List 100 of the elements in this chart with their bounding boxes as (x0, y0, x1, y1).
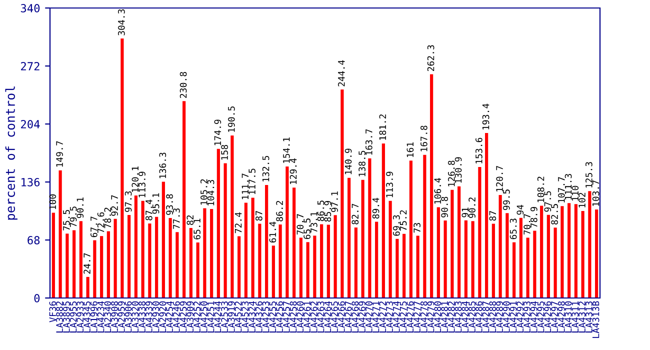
bar (348, 178, 351, 298)
x-tick-label: LA2955 (70, 302, 77, 332)
bar (320, 224, 324, 298)
x-tick-label: LA4269 (358, 301, 366, 332)
data-label: 24.7 (84, 253, 90, 274)
bar (216, 148, 220, 298)
data-label: 107.7 (558, 177, 565, 202)
data-label: 70.7 (524, 214, 530, 235)
bar (533, 230, 536, 298)
x-tick-label: LA4291 (510, 301, 517, 332)
data-label: 153.6 (476, 138, 482, 164)
bar (326, 224, 330, 298)
y-tick-label: 68 (28, 236, 40, 244)
x-tick-label: LA4339 (146, 301, 152, 332)
data-label: 87.4 (146, 200, 152, 220)
x-tick-label: LA1996 (90, 301, 98, 332)
data-label: 91 (462, 208, 469, 218)
bar (512, 242, 516, 298)
bar (464, 220, 468, 298)
bar (540, 206, 544, 298)
bar (506, 213, 509, 298)
x-tick-label: LA3909 (186, 301, 194, 332)
data-label: 87 (256, 211, 262, 221)
data-label: 163.7 (366, 129, 372, 155)
data-label: 65.5 (304, 218, 310, 239)
bar (244, 202, 248, 298)
x-tick-label: LA4310 (564, 301, 572, 332)
data-label: 100 (49, 194, 56, 210)
bar (100, 236, 104, 298)
bar (148, 223, 152, 298)
bar (196, 242, 200, 298)
x-tick-label: LA4251 (207, 301, 214, 332)
x-tick-label: LA4253 (262, 301, 270, 332)
x-tick-label: LA4287 (482, 301, 490, 332)
data-label: 77.3 (173, 208, 180, 229)
x-tick-label: LA4270 (366, 301, 372, 332)
bar (210, 209, 214, 298)
bar (86, 276, 90, 298)
data-label: 97.3 (124, 191, 132, 212)
data-label: 82.5 (551, 204, 558, 224)
data-label: 90.8 (441, 196, 448, 218)
bar (560, 206, 564, 298)
x-tick-label: LA4281 (441, 301, 448, 332)
data-label: 190.5 (228, 106, 235, 132)
x-tick-label: LA2340 (104, 301, 112, 332)
bar (409, 160, 412, 298)
bar (203, 208, 206, 298)
x-tick-label: LA4275 (400, 302, 407, 332)
data-label: 130.9 (454, 157, 462, 183)
data-label: 89.4 (372, 198, 380, 219)
x-tick-label: LA4290 (503, 301, 510, 332)
data-label: 230.8 (180, 72, 187, 98)
bar (120, 38, 124, 298)
x-tick-label: LA4295 (537, 302, 544, 332)
y-tick-label: 204 (21, 120, 40, 128)
data-label: 105.2 (200, 179, 208, 205)
x-tick-label: LA4278 (420, 301, 428, 332)
data-label: 129.4 (290, 158, 297, 184)
x-tick-label: LA2930 (152, 301, 160, 332)
x-tick-label: LA4258 (290, 301, 297, 332)
x-tick-label: LA4255 (269, 302, 276, 332)
data-label: 93.8 (166, 194, 173, 215)
data-label: 78.9 (530, 207, 538, 228)
bar (299, 238, 302, 298)
x-tick-label: LA4324 (248, 301, 256, 332)
data-label: 120.1 (132, 166, 139, 192)
y-tick-label: 136 (22, 178, 40, 186)
data-label: 72.4 (234, 212, 242, 234)
x-tick-label: LA4312 (578, 302, 586, 332)
bar (251, 198, 254, 298)
bar (182, 101, 186, 298)
data-label: 78.2 (104, 208, 112, 228)
bar (114, 218, 117, 298)
data-label: 117.5 (248, 168, 256, 194)
data-label: 86.2 (276, 200, 283, 222)
y-tick-label: 340 (20, 4, 40, 12)
data-label: 138.5 (358, 150, 366, 176)
bar (354, 227, 358, 298)
bar (134, 196, 138, 298)
data-label: 126.8 (448, 160, 455, 186)
x-tick-label: LA4285 (468, 302, 476, 332)
bar (402, 234, 406, 298)
bar (450, 190, 454, 298)
x-tick-label: LA4294 (530, 301, 538, 332)
x-tick-label: LA3320 (132, 301, 139, 332)
x-tick-label: LA4276 (406, 301, 414, 332)
x-tick-label: LA4523 (242, 301, 249, 332)
y-axis-title: percent of control (5, 86, 18, 220)
data-label: 113.9 (138, 172, 146, 198)
data-label: 104.3 (207, 180, 214, 206)
data-label: 87 (489, 211, 496, 221)
bar (93, 240, 96, 298)
data-label: 136.3 (159, 152, 166, 178)
x-tick-label: LA4326 (256, 301, 262, 332)
bar (340, 90, 344, 298)
bar (168, 218, 172, 298)
x-tick-label: LA3919 (228, 301, 235, 332)
data-label: 140.9 (344, 148, 352, 174)
data-label: 125.3 (586, 162, 592, 188)
bar (430, 74, 434, 298)
